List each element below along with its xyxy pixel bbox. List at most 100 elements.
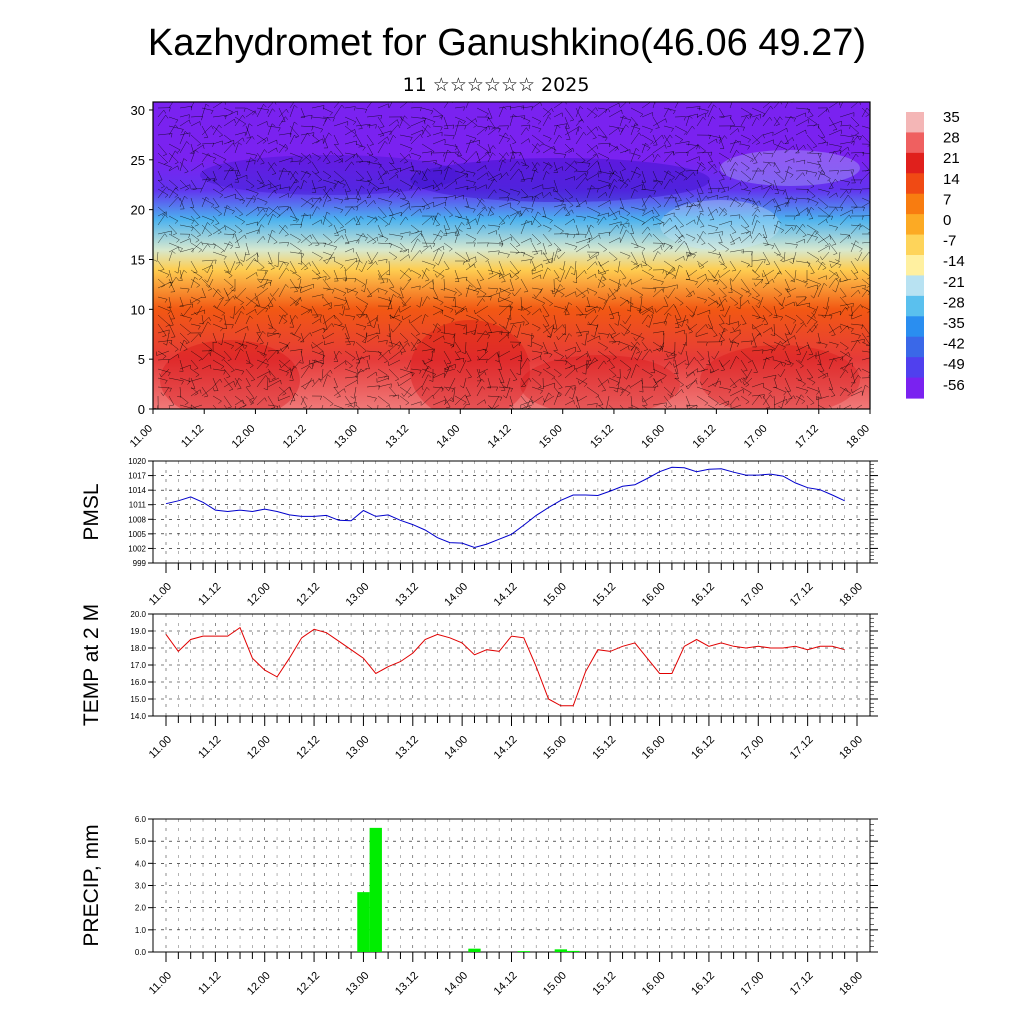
wind-barb <box>740 231 751 236</box>
wind-barb <box>696 233 706 245</box>
wind-barb <box>861 287 870 296</box>
wind-barb <box>707 296 721 308</box>
wind-barb <box>278 132 292 138</box>
wind-barb <box>586 107 598 119</box>
wind-barb <box>608 170 618 181</box>
wind-barb <box>432 212 442 226</box>
wind-barb <box>333 197 344 204</box>
wind-barb <box>685 356 697 370</box>
wind-barb <box>861 350 870 353</box>
wind-barb <box>223 350 232 362</box>
wind-barb <box>476 332 491 339</box>
wind-barb <box>773 102 783 109</box>
wind-barb <box>432 229 444 244</box>
wind-barb <box>454 161 466 173</box>
wind-barb <box>531 263 543 271</box>
wind-barb <box>751 116 760 127</box>
wind-barb <box>686 251 698 257</box>
wind-barb <box>476 125 491 136</box>
wind-barb <box>641 216 655 226</box>
wind-barb <box>740 215 750 229</box>
wind-barb <box>778 296 786 307</box>
wind-barb <box>388 278 395 289</box>
wind-barb <box>344 140 357 146</box>
wind-barb <box>850 223 863 235</box>
wind-barb <box>443 242 453 252</box>
wind-barb <box>718 287 727 298</box>
wind-barb <box>663 284 678 289</box>
wind-barb <box>339 305 346 316</box>
wind-barb <box>630 184 643 190</box>
wind-barb <box>465 139 475 154</box>
wind-barb <box>311 179 317 193</box>
wind-barb <box>608 127 620 136</box>
wind-barb <box>729 149 740 163</box>
wind-barb <box>531 350 543 357</box>
wind-barb <box>289 185 301 199</box>
wind-barb <box>344 258 358 263</box>
wind-barb <box>311 170 323 182</box>
wind-barb <box>597 170 612 178</box>
wind-barb <box>828 206 844 212</box>
wind-barb <box>190 333 202 343</box>
wind-barb <box>454 116 466 125</box>
wind-barb <box>190 389 202 397</box>
wind-barb <box>333 143 344 158</box>
wind-barb <box>179 195 188 208</box>
wind-barb <box>531 395 544 404</box>
wind-barb <box>777 368 786 378</box>
wind-barb <box>674 319 689 325</box>
wind-barb <box>629 224 635 234</box>
wind-barb <box>300 114 313 120</box>
precip-bar <box>554 949 568 952</box>
wind-barb <box>399 165 414 172</box>
wind-barb <box>267 205 280 217</box>
wind-barb <box>201 197 215 208</box>
wind-barb <box>663 260 676 271</box>
wind-barb <box>344 161 355 172</box>
wind-barb <box>487 330 503 336</box>
wind-barb <box>267 162 277 172</box>
wind-barb <box>597 152 610 162</box>
wind-barb <box>234 197 246 205</box>
x-tick-label: 11.00 <box>147 734 174 761</box>
wind-barb <box>817 261 826 271</box>
wind-barb <box>828 271 839 280</box>
wind-barb <box>256 281 271 289</box>
wind-barb <box>729 168 738 181</box>
y-tick-label: 5.0 <box>135 837 147 846</box>
wind-barb <box>762 152 774 158</box>
wind-barb <box>157 186 170 199</box>
wind-barb <box>190 134 202 146</box>
wind-barb <box>168 242 184 252</box>
wind-barb <box>520 237 532 244</box>
wind-barb <box>588 359 599 366</box>
wind-barb <box>790 269 797 283</box>
wind-barb <box>541 206 547 218</box>
wind-barb <box>322 187 334 199</box>
wind-barb <box>839 194 851 208</box>
x-tick-label: 16.12 <box>689 970 717 998</box>
wind-barb <box>607 287 621 298</box>
wind-barb <box>674 240 687 253</box>
colorbar-label: -42 <box>943 336 965 353</box>
wind-barb <box>575 287 586 299</box>
wind-barb <box>630 107 644 118</box>
wind-barb <box>388 102 393 109</box>
wind-barb <box>476 152 481 163</box>
wind-barb <box>344 179 351 192</box>
wind-barb <box>861 143 870 145</box>
wind-barb <box>445 377 456 392</box>
wind-barb <box>324 251 335 265</box>
wind-barb <box>707 404 717 409</box>
x-tick-label: 16.12 <box>691 423 719 451</box>
wind-barb <box>399 152 409 164</box>
x-tick-label: 18.00 <box>844 423 872 451</box>
x-tick-label: 17.12 <box>793 423 821 451</box>
wind-barb <box>751 167 762 181</box>
wind-barb <box>610 332 621 339</box>
wind-barb <box>388 404 391 409</box>
wind-barb <box>311 233 320 247</box>
wind-barb <box>190 368 200 378</box>
